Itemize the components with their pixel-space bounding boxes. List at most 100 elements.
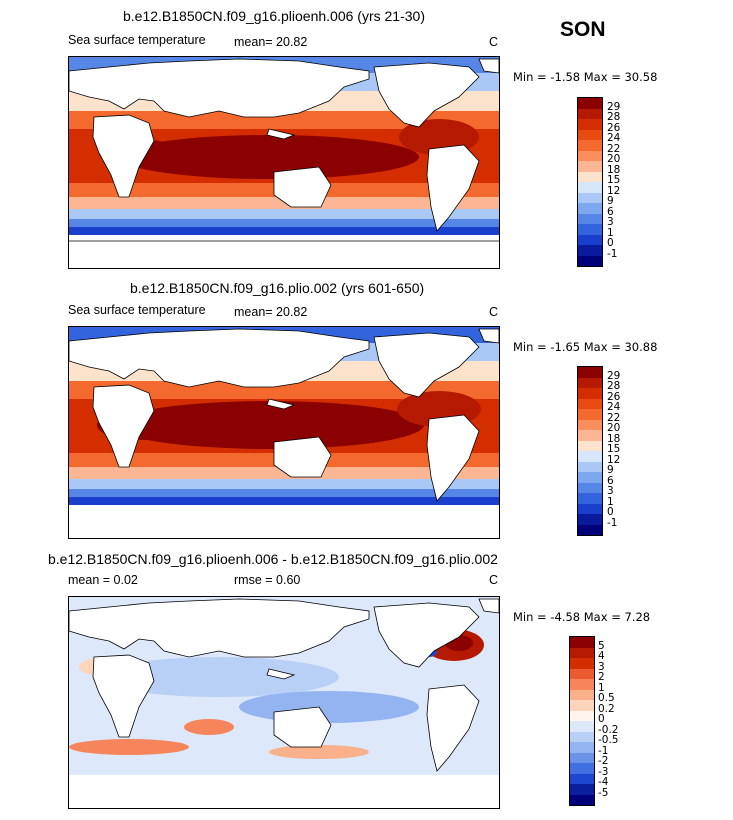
panel2-colorbar: [577, 366, 603, 536]
colorbar-level-label: 1: [607, 226, 614, 239]
antarctica: [69, 505, 499, 538]
panel2-title: b.e12.B1850CN.f09_g16.plio.002 (yrs 601-…: [130, 280, 425, 296]
australia: [273, 166, 332, 208]
colorbar-swatch: [578, 367, 602, 378]
colorbar-swatch: [578, 192, 602, 203]
colorbar-level-label: -3: [598, 765, 609, 778]
north-warm-band: [69, 381, 499, 399]
colorbar-level-label: 6: [607, 474, 614, 487]
panel3-colorbar: [569, 636, 595, 806]
africa: [92, 114, 155, 198]
panel2-field: Sea surface temperature: [68, 303, 206, 317]
colorbar-level-label: 3: [607, 216, 614, 228]
colorbar-level-label: 15: [607, 443, 621, 455]
panel1-map-svg: [69, 57, 499, 268]
colorbar-swatch: [570, 658, 594, 669]
anomaly-warm-southern: [69, 739, 189, 755]
colorbar-swatch: [578, 255, 602, 266]
south-america: [426, 414, 480, 502]
colorbar-swatch: [570, 668, 594, 679]
colorbar-swatch: [578, 213, 602, 224]
continents: [69, 58, 499, 242]
anomaly-warm-3: [184, 719, 234, 735]
colorbar-level-label: 20: [607, 422, 621, 434]
anomaly-warm-2: [269, 745, 369, 759]
africa: [92, 384, 155, 468]
colorbar-swatch: [578, 171, 602, 182]
panel2-map-svg: [69, 327, 499, 538]
colorbar-swatch: [578, 161, 602, 172]
continents: [69, 328, 499, 502]
colorbar-swatch: [578, 440, 602, 451]
south-mid-band: [69, 467, 499, 479]
colorbar-level-label: -4: [598, 776, 609, 788]
antarctica: [69, 775, 499, 808]
colorbar-level-label: -0.2: [598, 723, 619, 736]
colorbar-swatch: [578, 451, 602, 462]
colorbar-level-label: -1: [598, 744, 609, 757]
anomaly-pacific-cool: [99, 657, 339, 697]
colorbar-swatch: [570, 710, 594, 721]
colorbar-level-label: 18: [607, 163, 621, 176]
colorbar-level-label: 22: [607, 142, 621, 155]
panel1-colorbar: [577, 97, 603, 267]
colorbar-level-label: 28: [607, 380, 621, 392]
colorbar-swatch: [570, 731, 594, 742]
panel1-units: C: [489, 35, 499, 49]
colorbar-level-label: 12: [607, 184, 621, 197]
colorbar-level-label: 0.2: [598, 702, 615, 715]
north-warm-band: [69, 111, 499, 129]
australia: [273, 436, 332, 478]
greenland: [478, 328, 499, 344]
colorbar-level-label: 29: [607, 100, 621, 113]
colorbar-swatch: [578, 409, 602, 420]
panel3-map: [68, 596, 500, 809]
colorbar-swatch: [578, 514, 602, 525]
colorbar-level-label: 0: [607, 237, 614, 249]
south-cool-band: [69, 209, 499, 219]
colorbar-level-label: 3: [607, 485, 614, 497]
greenland: [478, 58, 499, 74]
panel3-mean: mean = 0.02: [68, 573, 138, 587]
colorbar-level-label: 12: [607, 453, 621, 466]
panel3-minmax: Min = -4.58 Max = 7.28: [513, 610, 651, 624]
panel3-rmse: rmse = 0.60: [234, 573, 301, 587]
south-america: [426, 144, 480, 232]
south-cold-band: [69, 219, 499, 227]
maritime-continent: [266, 398, 296, 410]
panel2-mean: mean= 20.82: [234, 305, 308, 319]
season-label: SON: [560, 18, 606, 41]
colorbar-swatch: [570, 637, 594, 648]
colorbar-swatch: [578, 377, 602, 388]
colorbar-swatch: [578, 245, 602, 256]
colorbar-swatch: [578, 119, 602, 130]
eurasia: [69, 598, 370, 658]
maritime-continent: [266, 668, 296, 680]
south-mid-band: [69, 197, 499, 209]
colorbar-swatch: [570, 752, 594, 763]
colorbar-swatch: [570, 647, 594, 658]
colorbar-swatch: [578, 482, 602, 493]
colorbar-level-label: 9: [607, 195, 614, 207]
colorbar-level-label: 26: [607, 390, 621, 403]
australia: [273, 706, 332, 748]
north-america: [373, 332, 480, 398]
greenland: [478, 598, 499, 614]
colorbar-swatch: [578, 503, 602, 514]
panel2-minmax: Min = -1.65 Max = 30.88: [513, 340, 658, 354]
panel3-title: b.e12.B1850CN.f09_g16.plioenh.006 - b.e1…: [48, 551, 498, 567]
colorbar-level-label: 18: [607, 432, 621, 445]
colorbar-level-label: 6: [607, 205, 614, 218]
colorbar-level-label: -0.5: [598, 734, 619, 746]
colorbar-swatch: [578, 98, 602, 109]
colorbar-swatch: [578, 203, 602, 214]
panel1-mean: mean= 20.82: [234, 35, 308, 49]
panel1-field: Sea surface temperature: [68, 33, 206, 47]
colorbar-level-label: 20: [607, 153, 621, 165]
panel1-title: b.e12.B1850CN.f09_g16.plioenh.006 (yrs 2…: [123, 8, 425, 24]
antarctica: [69, 235, 499, 268]
eurasia: [69, 328, 370, 388]
colorbar-level-label: 1: [607, 495, 614, 508]
colorbar-swatch: [578, 388, 602, 399]
panel2-units: C: [489, 305, 499, 319]
